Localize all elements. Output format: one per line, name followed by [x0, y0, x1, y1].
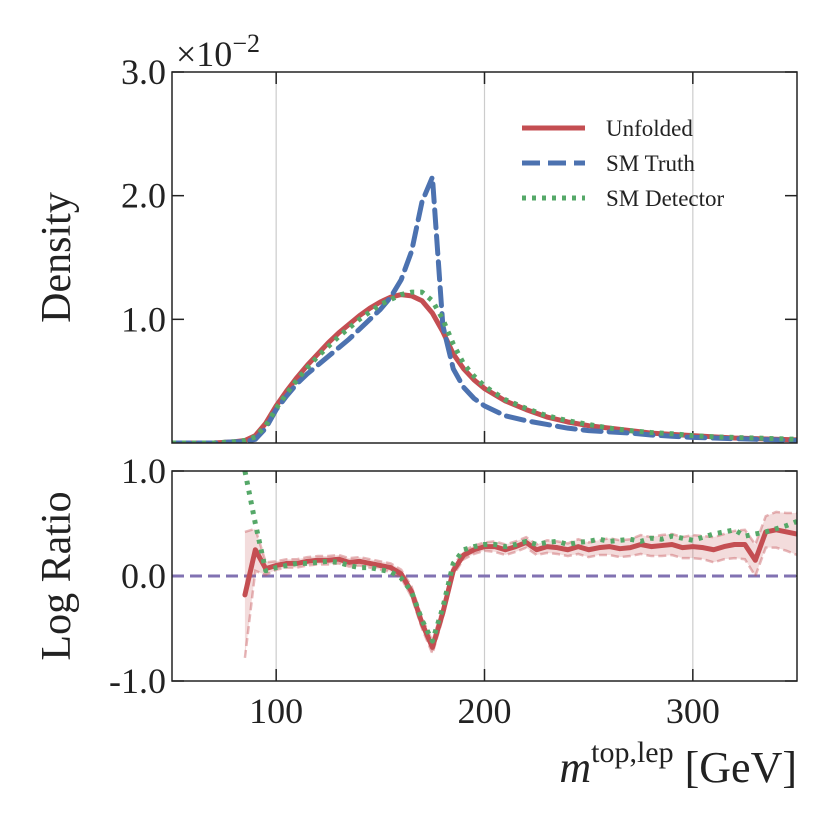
series-line: [172, 289, 797, 443]
plot-area: [172, 174, 797, 443]
y-axis-label: Log Ratio: [34, 491, 80, 660]
axes-frame: [171, 71, 798, 444]
y-offset-label: ×10−2: [176, 29, 260, 74]
x-tick-label: 300: [666, 691, 720, 731]
y-tick-label: 3.0: [121, 52, 166, 92]
x-label-unit: [GeV]: [685, 743, 797, 792]
x-label-var: m: [559, 743, 591, 792]
error-band: [244, 511, 797, 658]
x-tick-label: 100: [249, 691, 303, 731]
y-tick-label: 1.0: [121, 299, 166, 339]
offset-exponent: −2: [232, 29, 260, 58]
y-tick-label: 2.0: [121, 176, 166, 216]
x-axis-label: mtop,lep [GeV]: [559, 736, 797, 792]
legend-label: Unfolded: [606, 116, 693, 141]
x-label-sup: top,lep: [591, 736, 674, 769]
y-tick-label: 0.0: [121, 556, 166, 596]
series-line: [242, 527, 797, 650]
x-tick-label: 200: [458, 691, 512, 731]
y-tick-label: -1.0: [109, 661, 166, 701]
axes-frame: [171, 470, 798, 682]
y-tick-label: 1.0: [121, 451, 166, 491]
legend-label: SM Detector: [606, 186, 725, 211]
y-axis-label: Density: [34, 192, 80, 323]
x-label-space: [674, 743, 685, 792]
offset-base: ×10: [176, 34, 232, 74]
plot-area: [172, 471, 797, 659]
error-band-edge: [243, 546, 797, 659]
legend-label: SM Truth: [606, 151, 695, 176]
